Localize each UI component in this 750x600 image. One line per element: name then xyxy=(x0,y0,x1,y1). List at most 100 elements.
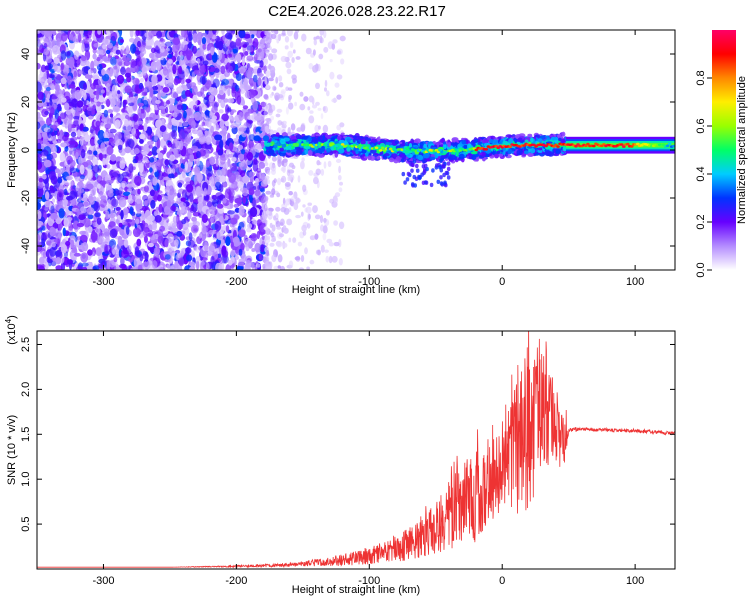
noise-cell xyxy=(238,153,245,160)
sparse-noise-cell xyxy=(286,30,293,37)
sparse-noise-cell xyxy=(264,125,269,133)
sparse-noise-cell xyxy=(334,82,340,88)
noise-cell xyxy=(38,256,45,265)
noise-cell xyxy=(96,183,101,189)
noise-cell xyxy=(77,129,81,138)
noise-cell xyxy=(200,102,205,108)
noise-cell xyxy=(148,30,155,38)
sparse-noise-cell xyxy=(304,247,308,255)
noise-cell xyxy=(45,57,52,63)
sparse-noise-cell xyxy=(266,250,269,257)
sparse-noise-cell xyxy=(280,55,287,63)
sparse-noise-cell xyxy=(317,107,322,111)
noise-cell xyxy=(177,192,181,198)
sparse-noise-cell xyxy=(266,84,270,90)
noise-cell xyxy=(260,101,267,108)
noise-cell xyxy=(164,41,173,47)
sparse-noise-cell xyxy=(305,206,312,214)
noise-cell xyxy=(141,41,147,47)
noise-cell xyxy=(109,213,116,219)
noise-cell xyxy=(219,139,224,150)
sparse-noise-cell xyxy=(336,74,343,80)
sparse-noise-cell xyxy=(263,58,269,66)
sparse-noise-cell xyxy=(329,71,335,80)
noise-cell xyxy=(167,59,173,64)
noise-cell xyxy=(139,248,145,253)
noise-cell xyxy=(126,183,134,188)
noise-cell xyxy=(115,190,123,196)
noise-cell xyxy=(141,91,148,97)
noise-cell xyxy=(172,64,179,71)
noise-cell xyxy=(37,129,41,135)
noise-cell xyxy=(107,42,113,49)
noise-cell xyxy=(170,205,177,211)
noise-cell xyxy=(166,199,172,208)
sparse-noise-cell xyxy=(291,74,297,81)
noise-cell xyxy=(89,199,95,205)
sparse-noise-cell xyxy=(324,87,327,92)
sparse-noise-cell xyxy=(278,82,284,88)
sparse-noise-cell xyxy=(264,195,269,202)
noise-cell xyxy=(201,121,206,126)
noise-cell xyxy=(96,49,104,55)
sparse-noise-cell xyxy=(281,175,287,183)
noise-cell xyxy=(174,172,178,178)
noise-cell xyxy=(80,206,88,214)
noise-cell xyxy=(37,210,42,220)
sparse-noise-cell xyxy=(298,267,304,270)
noise-cell xyxy=(252,100,258,111)
noise-cell xyxy=(227,210,236,215)
noise-cell xyxy=(249,214,254,220)
noise-cell xyxy=(257,77,262,87)
sparse-noise-cell xyxy=(265,31,271,39)
noise-cell xyxy=(65,110,71,115)
noise-cell xyxy=(238,248,243,256)
sparse-noise-cell xyxy=(278,75,283,82)
noise-cell xyxy=(86,207,95,215)
noise-cell xyxy=(259,60,264,68)
noise-cell xyxy=(135,218,140,225)
noise-cell xyxy=(54,238,59,243)
noise-cell xyxy=(251,34,255,39)
sparse-noise-cell xyxy=(288,102,294,110)
noise-cell xyxy=(97,235,105,244)
noise-cell xyxy=(125,114,130,120)
noise-cell xyxy=(107,118,112,127)
sparse-noise-cell xyxy=(311,104,318,109)
noise-cell xyxy=(259,133,263,138)
sparse-noise-cell xyxy=(276,241,283,248)
noise-cell xyxy=(95,89,100,101)
noise-cell xyxy=(103,109,109,118)
noise-cell xyxy=(215,73,219,79)
noise-cell xyxy=(202,60,209,66)
noise-cell xyxy=(117,144,123,151)
noise-cell xyxy=(128,194,133,201)
noise-cell xyxy=(210,46,215,56)
noise-cell xyxy=(107,109,114,114)
noise-cell xyxy=(52,45,60,55)
noise-cell xyxy=(218,89,224,95)
sparse-noise-cell xyxy=(269,93,273,98)
noise-cell xyxy=(90,138,95,147)
noise-cell xyxy=(58,208,65,219)
sparse-noise-cell xyxy=(282,158,288,168)
noise-cell xyxy=(158,105,166,110)
noise-cell xyxy=(242,44,248,48)
noise-cell xyxy=(254,53,258,62)
sparse-noise-cell xyxy=(339,181,343,186)
noise-cell xyxy=(208,95,214,103)
noise-cell xyxy=(93,150,98,156)
noise-cell xyxy=(106,146,114,156)
noise-cell xyxy=(215,181,221,189)
sparse-noise-cell xyxy=(329,198,334,204)
noise-cell xyxy=(146,134,153,140)
noise-cell xyxy=(113,65,118,70)
noise-cell xyxy=(60,62,65,70)
sparse-noise-cell xyxy=(338,187,343,193)
noise-cell xyxy=(194,166,201,175)
sparse-noise-cell xyxy=(338,239,342,248)
sparse-noise-cell xyxy=(328,255,333,264)
noise-cell xyxy=(102,38,109,45)
noise-cell xyxy=(194,111,202,122)
noise-cell xyxy=(222,182,228,188)
